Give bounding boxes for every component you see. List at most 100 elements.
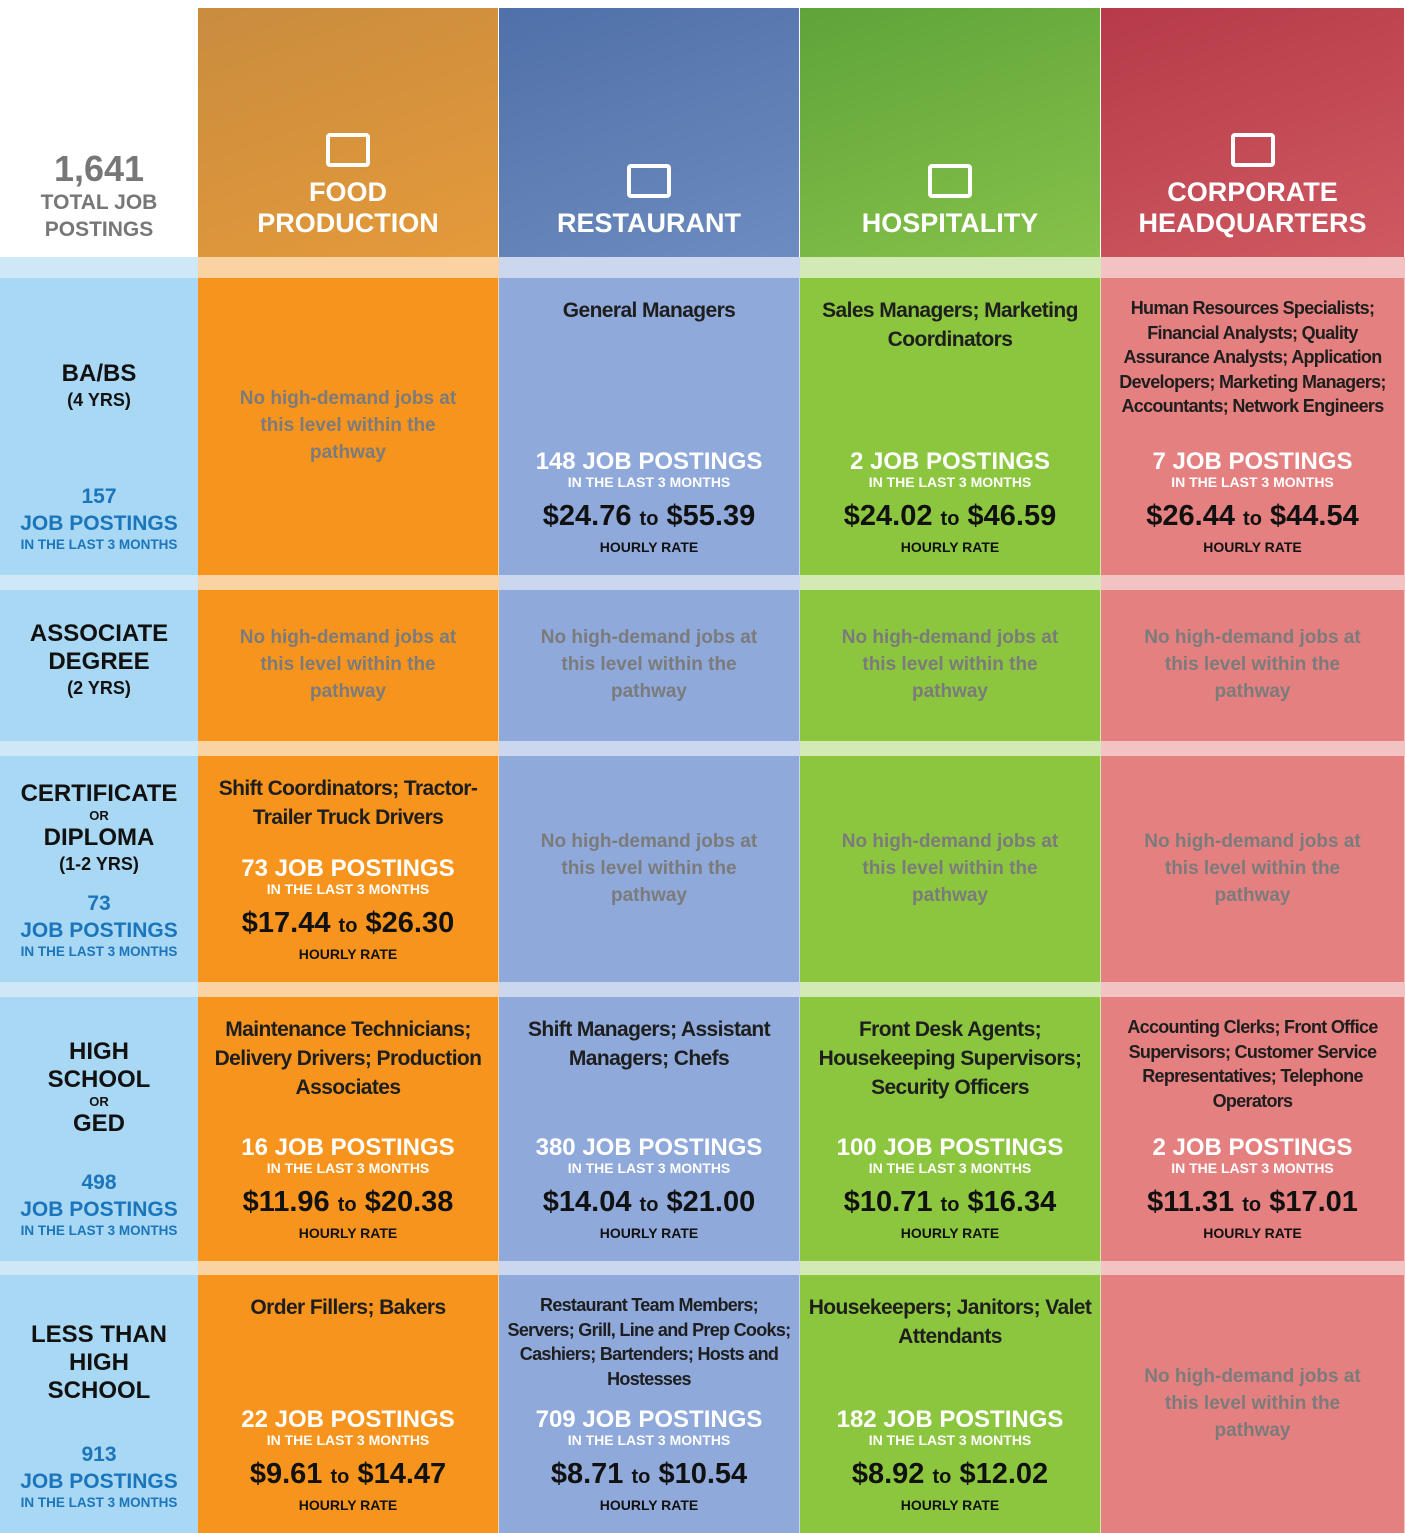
hourly-label: HOURLY RATE (599, 1497, 699, 1513)
price-high: $14.47 (357, 1458, 447, 1490)
level-label: ASSOCIATE DEGREE (2 YRS) (4, 600, 194, 719)
job-titles: Accounting Clerks; Front Office Supervis… (1127, 1017, 1378, 1111)
recent: IN THE LAST 3 MONTHS (266, 1432, 430, 1448)
price-high: $17.01 (1269, 1186, 1358, 1218)
level-postings-label: JOB POSTINGS (20, 919, 178, 942)
column-title: CORPORATE HEADQUARTERS (1138, 177, 1367, 238)
postings-label: JOB POSTINGS (869, 448, 1051, 475)
level-postings-label: JOB POSTINGS (20, 1470, 178, 1493)
recent: IN THE LAST 3 MONTHS (567, 474, 731, 490)
posting-block: 16 JOB POSTINGS IN THE LAST 3 MONTHS $11.9… (241, 1134, 455, 1242)
price-low: $10.71 (843, 1186, 933, 1218)
price-high: $10.54 (658, 1458, 748, 1490)
hourly-label: HOURLY RATE (298, 1497, 398, 1513)
column-title: FOOD PRODUCTION (257, 177, 439, 238)
level-recent: IN THE LAST 3 MONTHS (20, 1223, 178, 1238)
level-text: BA/BS (61, 359, 137, 387)
job-cell: No high-demand jobs at this level within… (800, 756, 1100, 982)
hourly-label: HOURLY RATE (900, 1497, 1000, 1513)
postings: 2 JOB POSTINGS (1147, 1135, 1358, 1161)
recent: IN THE LAST 3 MONTHS (868, 474, 1032, 490)
price-low: $26.44 (1146, 500, 1235, 532)
price-to: to (940, 1194, 960, 1216)
hourly-label: HOURLY RATE (298, 946, 398, 962)
level-postings-label: JOB POSTINGS (20, 1198, 178, 1221)
job-titles: General Managers (562, 299, 736, 322)
hourly-label: HOURLY RATE (1203, 1225, 1302, 1241)
price-low: $24.76 (542, 500, 632, 532)
job-cell: Maintenance Technicians; Delivery Driver… (198, 997, 498, 1261)
price-high: $44.54 (1270, 500, 1359, 532)
column-header: RESTAURANT (499, 8, 799, 257)
hourly-label: HOURLY RATE (900, 1225, 1000, 1241)
recent: IN THE LAST 3 MONTHS (567, 1160, 731, 1176)
job-cell: General Managers 148 JOB POSTINGS IN THE L… (499, 278, 799, 575)
job-cell: Sales Managers; Marketing Coordinators 2 … (800, 278, 1100, 575)
recent: IN THE LAST 3 MONTHS (868, 1160, 1032, 1176)
price-high: $55.39 (666, 500, 756, 532)
price-low: $17.44 (241, 907, 331, 939)
no-jobs: No high-demand jobs at this level within… (841, 830, 1059, 906)
postings-label: JOB POSTINGS (582, 448, 763, 475)
postings-count: 100 (836, 1134, 877, 1161)
recent: IN THE LAST 3 MONTHS (1171, 474, 1334, 490)
postings-count: 73 (241, 855, 268, 882)
job-titles: Shift Coordinators; Tractor-Trailer Truc… (218, 777, 478, 829)
header-icon (928, 164, 972, 198)
no-jobs: No high-demand jobs at this level within… (1144, 1365, 1361, 1441)
postings: 380 JOB POSTINGS (536, 1135, 763, 1161)
recent: IN THE LAST 3 MONTHS (868, 1432, 1032, 1448)
postings-label: JOB POSTINGS (274, 1134, 455, 1161)
postings: 709 JOB POSTINGS (536, 1407, 763, 1433)
level-text: OR (89, 808, 109, 823)
job-cell: Restaurant Team Members; Servers; Grill,… (499, 1275, 799, 1533)
hourly-label: HOURLY RATE (900, 539, 1000, 555)
level-label: CERTIFICATE OR DIPLOMA (1-2 YRS) (1, 766, 198, 890)
job-titles: Restaurant Team Members; Servers; Grill,… (507, 1295, 792, 1389)
level-cell: ASSOCIATE DEGREE (2 YRS) (0, 590, 198, 741)
price-range: $24.02 to $46.59 (844, 496, 1056, 539)
level-label: BA/BS (4 YRS) (42, 288, 157, 483)
price-to: to (338, 915, 358, 937)
posting-block: 380 JOB POSTINGS IN THE LAST 3 MONTHS $14.… (536, 1135, 763, 1242)
price-high: $16.34 (967, 1186, 1057, 1218)
level-recent: IN THE LAST 3 MONTHS (20, 1495, 178, 1510)
level-postings: 913 (81, 1443, 117, 1466)
postings-count: 2 (849, 448, 864, 475)
postings-label: JOB POSTINGS (582, 1134, 763, 1161)
level-cell: BA/BS (4 YRS) 157 JOB POSTINGS IN THE LAST 3… (0, 278, 198, 575)
level-text: OR (89, 1094, 109, 1109)
postings-count: 182 (836, 1406, 877, 1433)
job-titles: Maintenance Technicians; Delivery Driver… (214, 1018, 482, 1099)
job-cell: Shift Managers; Assistant Managers; Chef… (499, 997, 799, 1261)
no-jobs: No high-demand jobs at this level within… (540, 627, 758, 702)
price-to: to (639, 1194, 659, 1216)
price-range: $11.96 to $20.38 (241, 1182, 454, 1225)
price-low: $11.31 (1147, 1186, 1235, 1218)
column-header: HOSPITALITY (800, 8, 1100, 257)
job-cell: Human Resources Specialists; Financial A… (1101, 278, 1404, 575)
postings-label: JOB POSTINGS (274, 855, 455, 882)
job-cell: No high-demand jobs at this level within… (1101, 756, 1404, 982)
job-cell: No high-demand jobs at this level within… (1101, 1275, 1404, 1533)
postings-label: JOB POSTINGS (274, 1406, 455, 1433)
price-to: to (1243, 508, 1262, 530)
no-jobs: No high-demand jobs at this level within… (239, 627, 457, 702)
hourly-label: HOURLY RATE (599, 539, 699, 555)
recent: IN THE LAST 3 MONTHS (567, 1432, 731, 1448)
price-range: $8.71 to $10.54 (536, 1454, 763, 1497)
posting-block: 2 JOB POSTINGS IN THE LAST 3 MONTHS $11.31… (1147, 1135, 1358, 1242)
postings: 22 JOB POSTINGS (241, 1407, 454, 1433)
level-text: DIPLOMA (43, 824, 155, 851)
posting-block: 148 JOB POSTINGS IN THE LAST 3 MONTHS $24.… (536, 448, 763, 556)
level-text: (1-2 YRS) (59, 854, 139, 874)
no-jobs: No high-demand jobs at this level within… (1144, 627, 1361, 702)
job-cell: No high-demand jobs at this level within… (1101, 590, 1404, 741)
job-titles: Sales Managers; Marketing Coordinators (822, 299, 1078, 351)
job-titles: Human Resources Specialists; Financial A… (1119, 298, 1386, 416)
total-value: 1,641 (53, 148, 145, 189)
job-cell: Front Desk Agents; Housekeeping Supervis… (800, 997, 1100, 1261)
price-range: $11.31 to $17.01 (1147, 1182, 1358, 1225)
level-text: GED (72, 1110, 125, 1137)
hourly-label: HOURLY RATE (298, 1225, 398, 1241)
